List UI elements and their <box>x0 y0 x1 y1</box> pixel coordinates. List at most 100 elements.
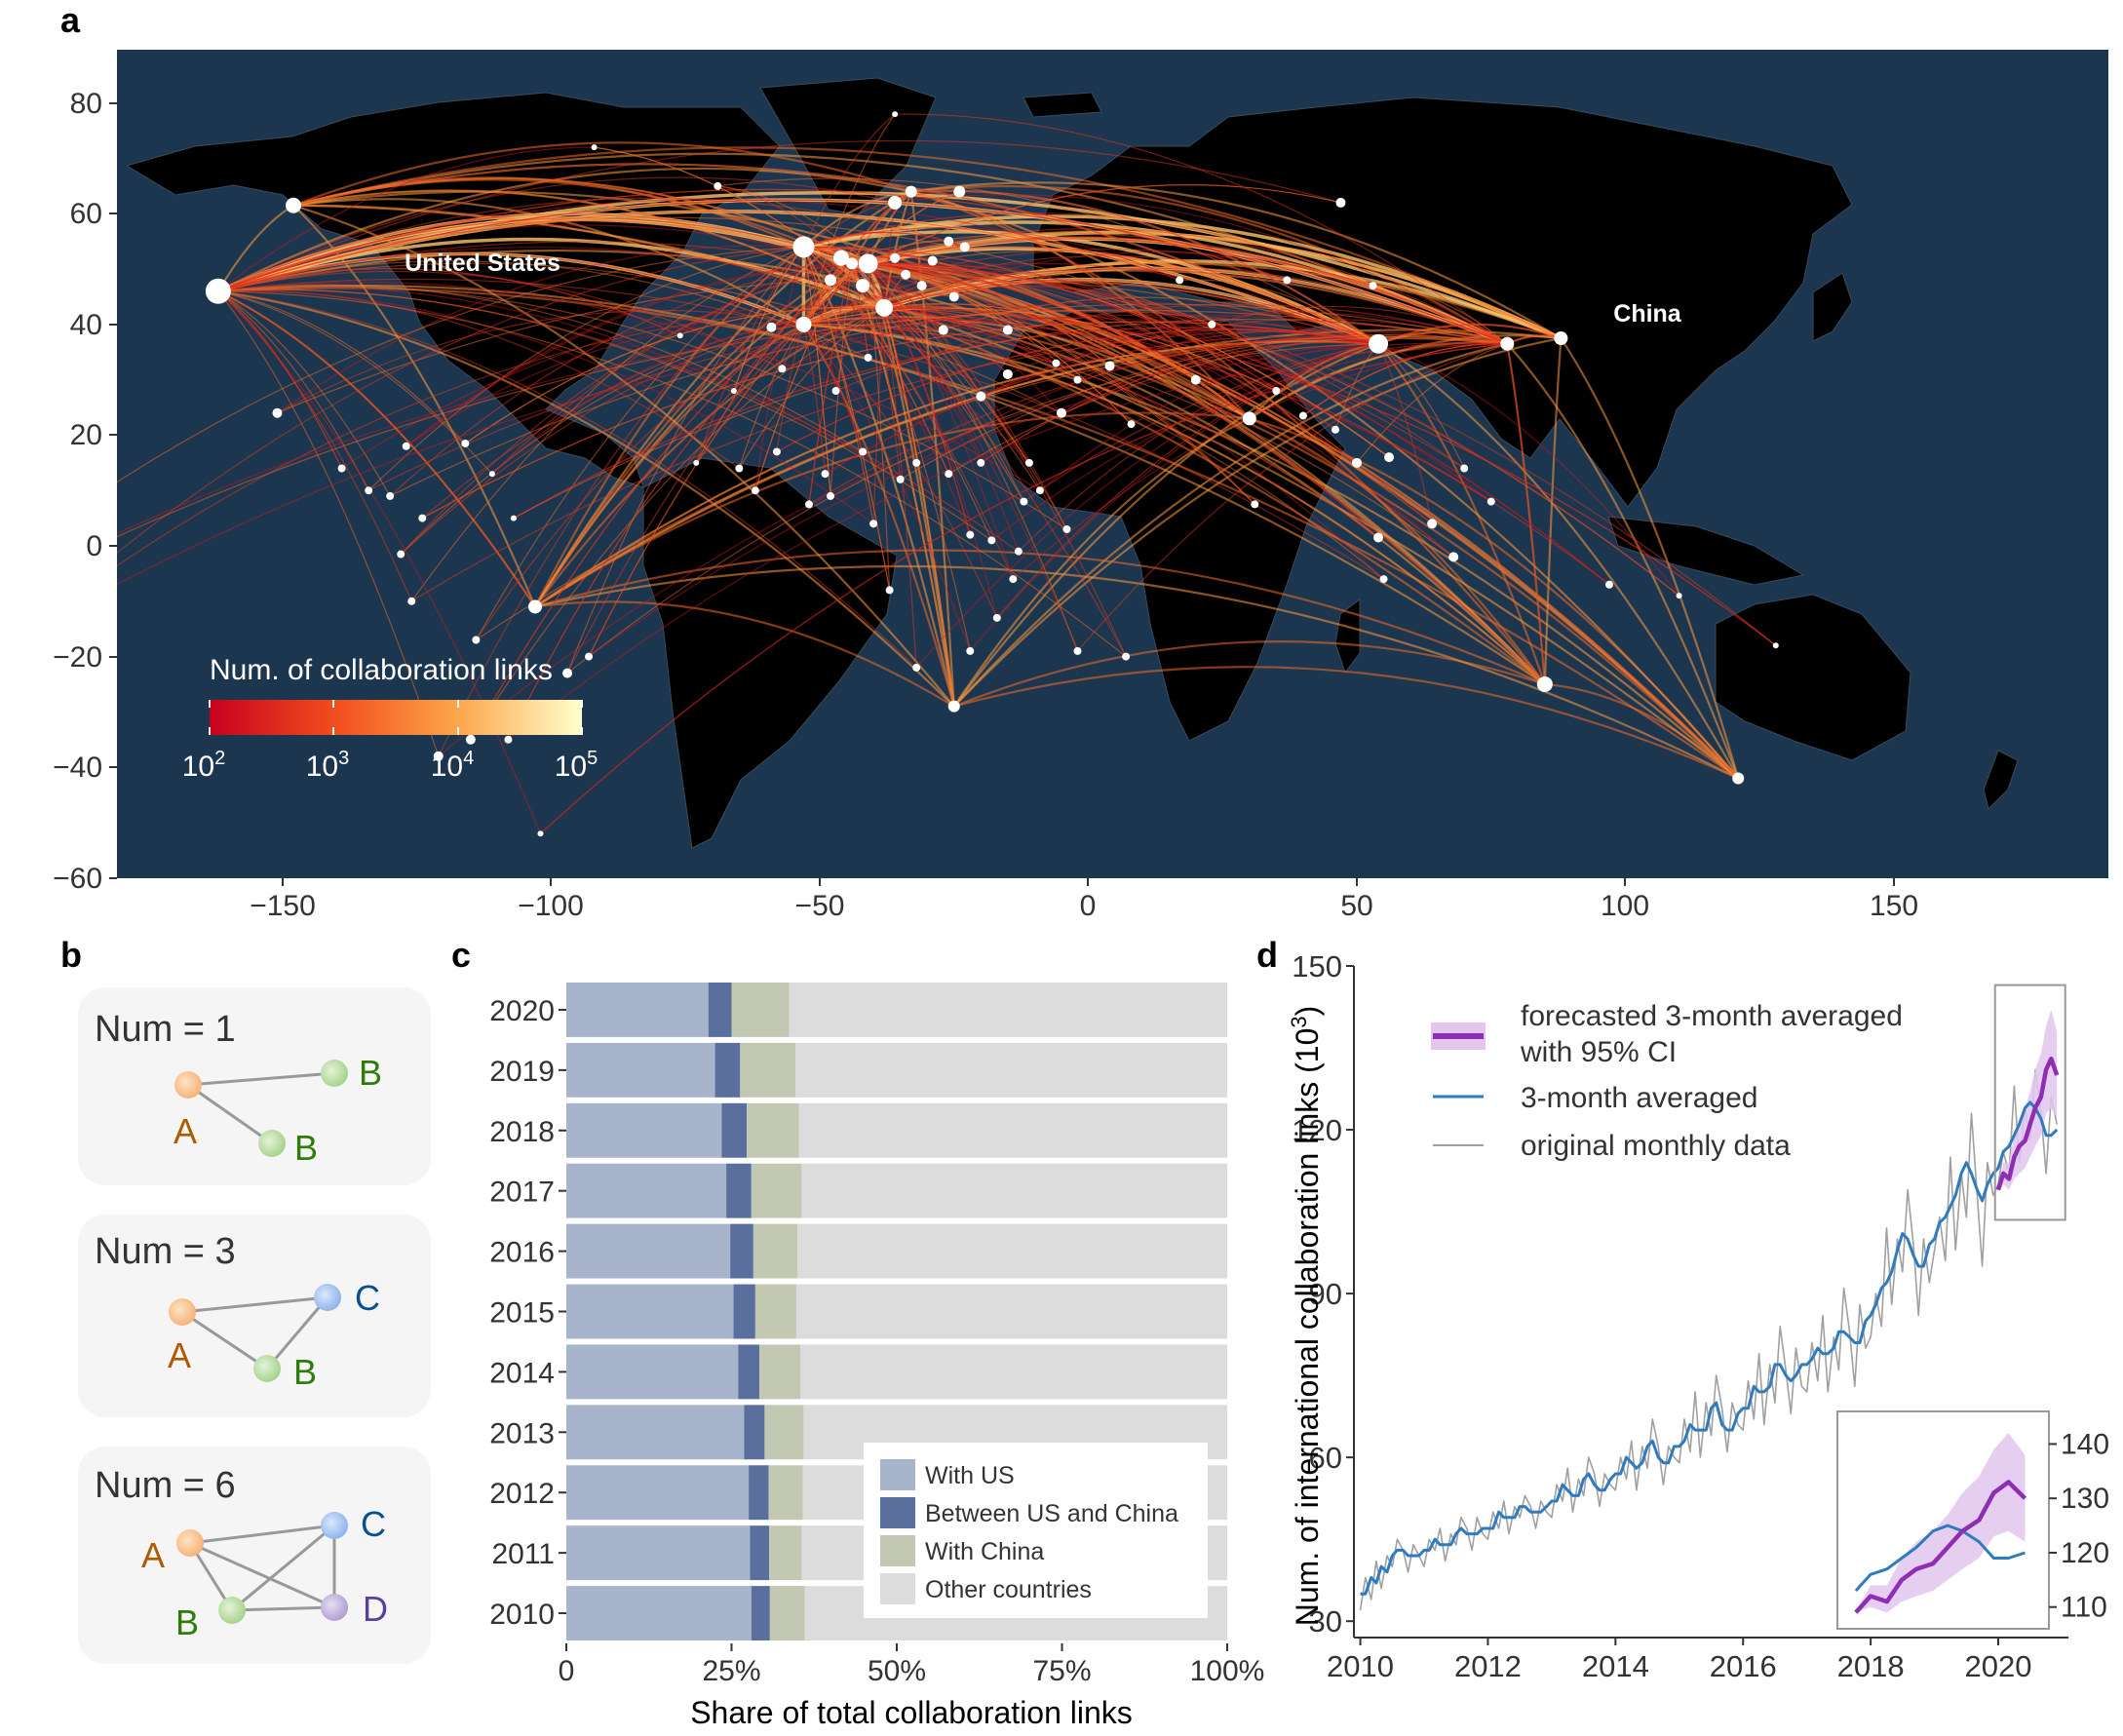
country-node <box>1554 331 1568 346</box>
collaboration-arc <box>594 146 885 309</box>
node-c <box>321 1512 348 1539</box>
collaboration-arc <box>217 289 955 708</box>
legend-label-monthly: original monthly data <box>1521 1130 1791 1162</box>
collaboration-arc <box>1275 343 1379 392</box>
collaboration-arc <box>217 290 493 475</box>
collaboration-arc <box>405 262 868 447</box>
country-node <box>1272 387 1281 395</box>
collaboration-arc <box>802 324 864 452</box>
map-y-tick-label: 60 <box>70 198 102 230</box>
country-node <box>286 197 302 213</box>
legend-tick-base: 10 <box>306 751 338 783</box>
collaboration-arc <box>1356 343 1508 464</box>
country-node <box>1190 374 1201 385</box>
node-a <box>176 1529 204 1557</box>
country-node <box>948 291 959 302</box>
legend-tick-label: 104 <box>431 748 475 783</box>
c-category-label: 2019 <box>489 1056 555 1088</box>
collaboration-arc <box>738 324 804 469</box>
legend-tick-exponent: 5 <box>587 748 598 769</box>
collaboration-arc <box>217 167 911 292</box>
country-node <box>12 637 18 643</box>
collaboration-arc <box>717 185 868 264</box>
collaboration-arc <box>534 190 912 608</box>
collaboration-arc <box>910 181 1562 339</box>
collaboration-arc <box>803 324 998 619</box>
series-forecast-ci-band <box>1998 1009 2058 1190</box>
bar-with-us <box>566 1284 734 1339</box>
collaboration-arc <box>475 324 804 640</box>
country-node <box>1127 420 1136 429</box>
collaboration-arc <box>491 324 804 475</box>
collaboration-arc <box>277 245 804 414</box>
bar-with-china <box>769 1525 802 1581</box>
country-node <box>916 281 927 291</box>
label-united-states: United States <box>405 250 560 277</box>
collaboration-arc <box>952 336 1562 708</box>
country-node <box>912 663 921 672</box>
country-node <box>890 252 901 263</box>
country-node <box>1024 458 1033 467</box>
collaboration-arc <box>802 324 827 475</box>
collaboration-arc <box>217 290 1127 658</box>
country-node <box>792 236 815 258</box>
bar-other-countries <box>798 1102 1227 1158</box>
collaboration-arc <box>217 290 917 669</box>
collaboration-arc <box>1543 337 1563 685</box>
collaboration-arc <box>1506 342 1740 779</box>
bar-between-us-china <box>726 1163 752 1218</box>
c-category-label: 2015 <box>489 1297 555 1330</box>
country-node <box>846 257 859 270</box>
c-category-label: 2020 <box>489 995 555 1027</box>
country-node <box>1460 464 1469 473</box>
collaboration-arc <box>802 247 831 496</box>
country-node <box>859 447 868 456</box>
line-chart: 150 120 90 60 30 2010 2012 2014 2016 2018 2020 140 1… <box>1292 949 2109 1683</box>
bar-between-us-china <box>733 1284 755 1339</box>
map-y-tick-label: 0 <box>86 530 102 562</box>
legend-tick-label: 102 <box>182 748 226 783</box>
country-node <box>751 486 759 495</box>
collaboration-arc <box>438 246 804 757</box>
legend-swatch-with-china <box>880 1535 915 1566</box>
collaboration-arc <box>389 303 1508 497</box>
collaboration-arc <box>695 246 804 464</box>
country-node <box>833 250 850 266</box>
node-label-a: A <box>141 1535 165 1575</box>
bar-between-us-china <box>751 1586 770 1640</box>
node-label-d: D <box>363 1589 388 1629</box>
collaboration-arc <box>802 113 896 326</box>
country-node <box>693 459 700 466</box>
collaboration-arc <box>803 318 1492 503</box>
collaboration-arc <box>802 113 896 248</box>
country-node <box>864 353 872 362</box>
collaboration-arc <box>803 246 1127 657</box>
collaboration-arc <box>534 564 1739 780</box>
collaboration-arc <box>872 307 885 524</box>
country-node <box>901 269 911 280</box>
country-node <box>1298 411 1307 420</box>
collaboration-arc <box>292 146 1562 340</box>
country-node <box>1208 320 1216 328</box>
collaboration-arc <box>1179 279 1379 345</box>
series-averaged-line <box>1360 1100 2059 1596</box>
country-node <box>945 470 953 479</box>
legend-label-between-us-china: Between US and China <box>925 1500 1178 1527</box>
country-node <box>1014 547 1023 556</box>
node-label-c: C <box>355 1278 380 1318</box>
legend-title: Num. of collaboration links <box>210 654 553 686</box>
country-node <box>461 439 470 447</box>
country-node <box>947 700 960 713</box>
d-y-title-close: ) <box>1290 1006 1325 1017</box>
inset-forecast-line <box>1854 1480 2027 1614</box>
collaboration-arc <box>217 268 680 336</box>
country-node <box>966 646 975 655</box>
bar-with-china <box>758 1344 801 1400</box>
collaboration-arc <box>1377 343 1465 469</box>
d-x-tick-label: 2014 <box>1582 1649 1649 1683</box>
collaboration-arc <box>868 262 1255 505</box>
map-x-tick-label: 150 <box>1870 890 1918 922</box>
collaboration-arc <box>217 188 1288 292</box>
node-a <box>174 1071 202 1099</box>
d-x-tick-label: 2012 <box>1454 1649 1522 1683</box>
